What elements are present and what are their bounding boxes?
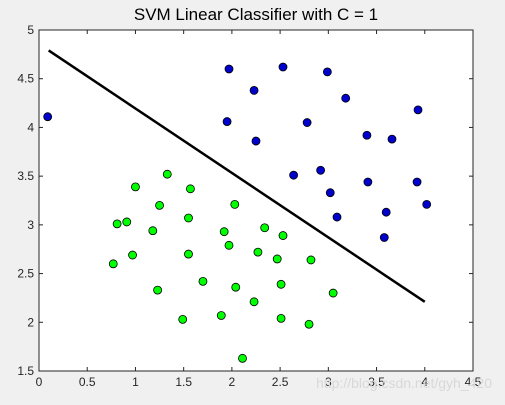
data-point-green (148, 226, 158, 236)
chart-title: SVM Linear Classifier with C = 1 (134, 5, 378, 24)
plot-area (38, 29, 474, 372)
data-point-green (276, 313, 286, 323)
y-tick-label: 3 (27, 218, 34, 232)
data-point-green (216, 311, 226, 320)
data-points (43, 62, 432, 363)
data-point-green (260, 223, 270, 233)
data-point-blue (363, 177, 373, 187)
data-point-blue (289, 170, 299, 180)
data-point-blue (278, 62, 288, 72)
x-tick-label: 4 (421, 375, 428, 389)
data-point-green (224, 240, 234, 250)
data-point-blue (413, 105, 423, 115)
axis-ticks: 0 0.5 1 1.5 2 2.5 3 3.5 4 4.5 1.5 2 2.5 3 3.5 4 4.5 5 (17, 23, 481, 389)
decision-boundary-layer (47, 49, 426, 303)
data-point-blue (249, 86, 259, 95)
data-point-green (249, 297, 259, 307)
data-point-blue (43, 112, 53, 122)
data-point-blue (362, 130, 372, 140)
data-point-blue (412, 177, 422, 187)
data-point-green (128, 250, 137, 260)
y-tick-label: 2 (27, 315, 34, 329)
data-point-blue (379, 233, 389, 242)
data-point-green (186, 184, 195, 194)
data-point-green (253, 247, 263, 257)
watermark-text: http://blog.csdn.net/gyh_420 (316, 375, 492, 391)
data-point-green (198, 276, 208, 286)
data-point-green (122, 217, 132, 227)
data-point-green (231, 282, 241, 292)
data-point-green (153, 285, 163, 295)
decision-boundary-line (47, 49, 426, 303)
x-tick-label: 2.5 (272, 375, 289, 389)
x-tick-label: 3.5 (368, 375, 385, 389)
data-point-green (219, 227, 229, 237)
x-tick-label: 1 (132, 375, 139, 389)
data-point-blue (381, 207, 391, 217)
data-point-green (306, 255, 316, 265)
data-point-blue (302, 118, 312, 127)
x-tick-label: 1.5 (175, 375, 192, 389)
y-tick-label: 5 (27, 23, 34, 37)
data-point-green (112, 219, 122, 229)
data-point-green (276, 279, 286, 289)
data-point-green (238, 353, 247, 363)
data-point-green (278, 231, 288, 240)
data-point-blue (332, 212, 342, 222)
data-point-green (272, 254, 282, 264)
data-point-blue (316, 165, 326, 175)
x-tick-label: 0.5 (79, 375, 96, 389)
data-point-green (108, 259, 118, 269)
y-tick-label: 2.5 (17, 267, 34, 281)
x-tick-label: 2 (229, 375, 236, 389)
data-point-blue (387, 134, 397, 144)
data-point-blue (422, 199, 432, 209)
y-tick-label: 3.5 (17, 169, 34, 183)
data-point-green (184, 249, 193, 259)
x-tick-label: 3 (325, 375, 332, 389)
data-point-green (184, 213, 193, 223)
data-point-blue (325, 188, 335, 198)
data-point-green (155, 200, 164, 210)
y-tick-label: 4 (27, 120, 34, 134)
y-tick-label: 4.5 (17, 72, 34, 86)
data-point-green (131, 182, 140, 192)
x-tick-label: 4.5 (465, 375, 482, 389)
data-point-green (178, 314, 188, 324)
data-point-blue (251, 136, 261, 146)
data-point-blue (222, 117, 232, 126)
data-point-blue (224, 64, 234, 74)
data-point-green (162, 169, 172, 179)
data-point-blue (341, 93, 351, 103)
data-point-green (304, 319, 314, 329)
y-tick-label: 1.5 (17, 364, 34, 378)
data-point-green (328, 288, 338, 298)
x-tick-label: 0 (36, 375, 43, 389)
data-point-green (230, 199, 240, 209)
data-point-blue (322, 67, 332, 77)
